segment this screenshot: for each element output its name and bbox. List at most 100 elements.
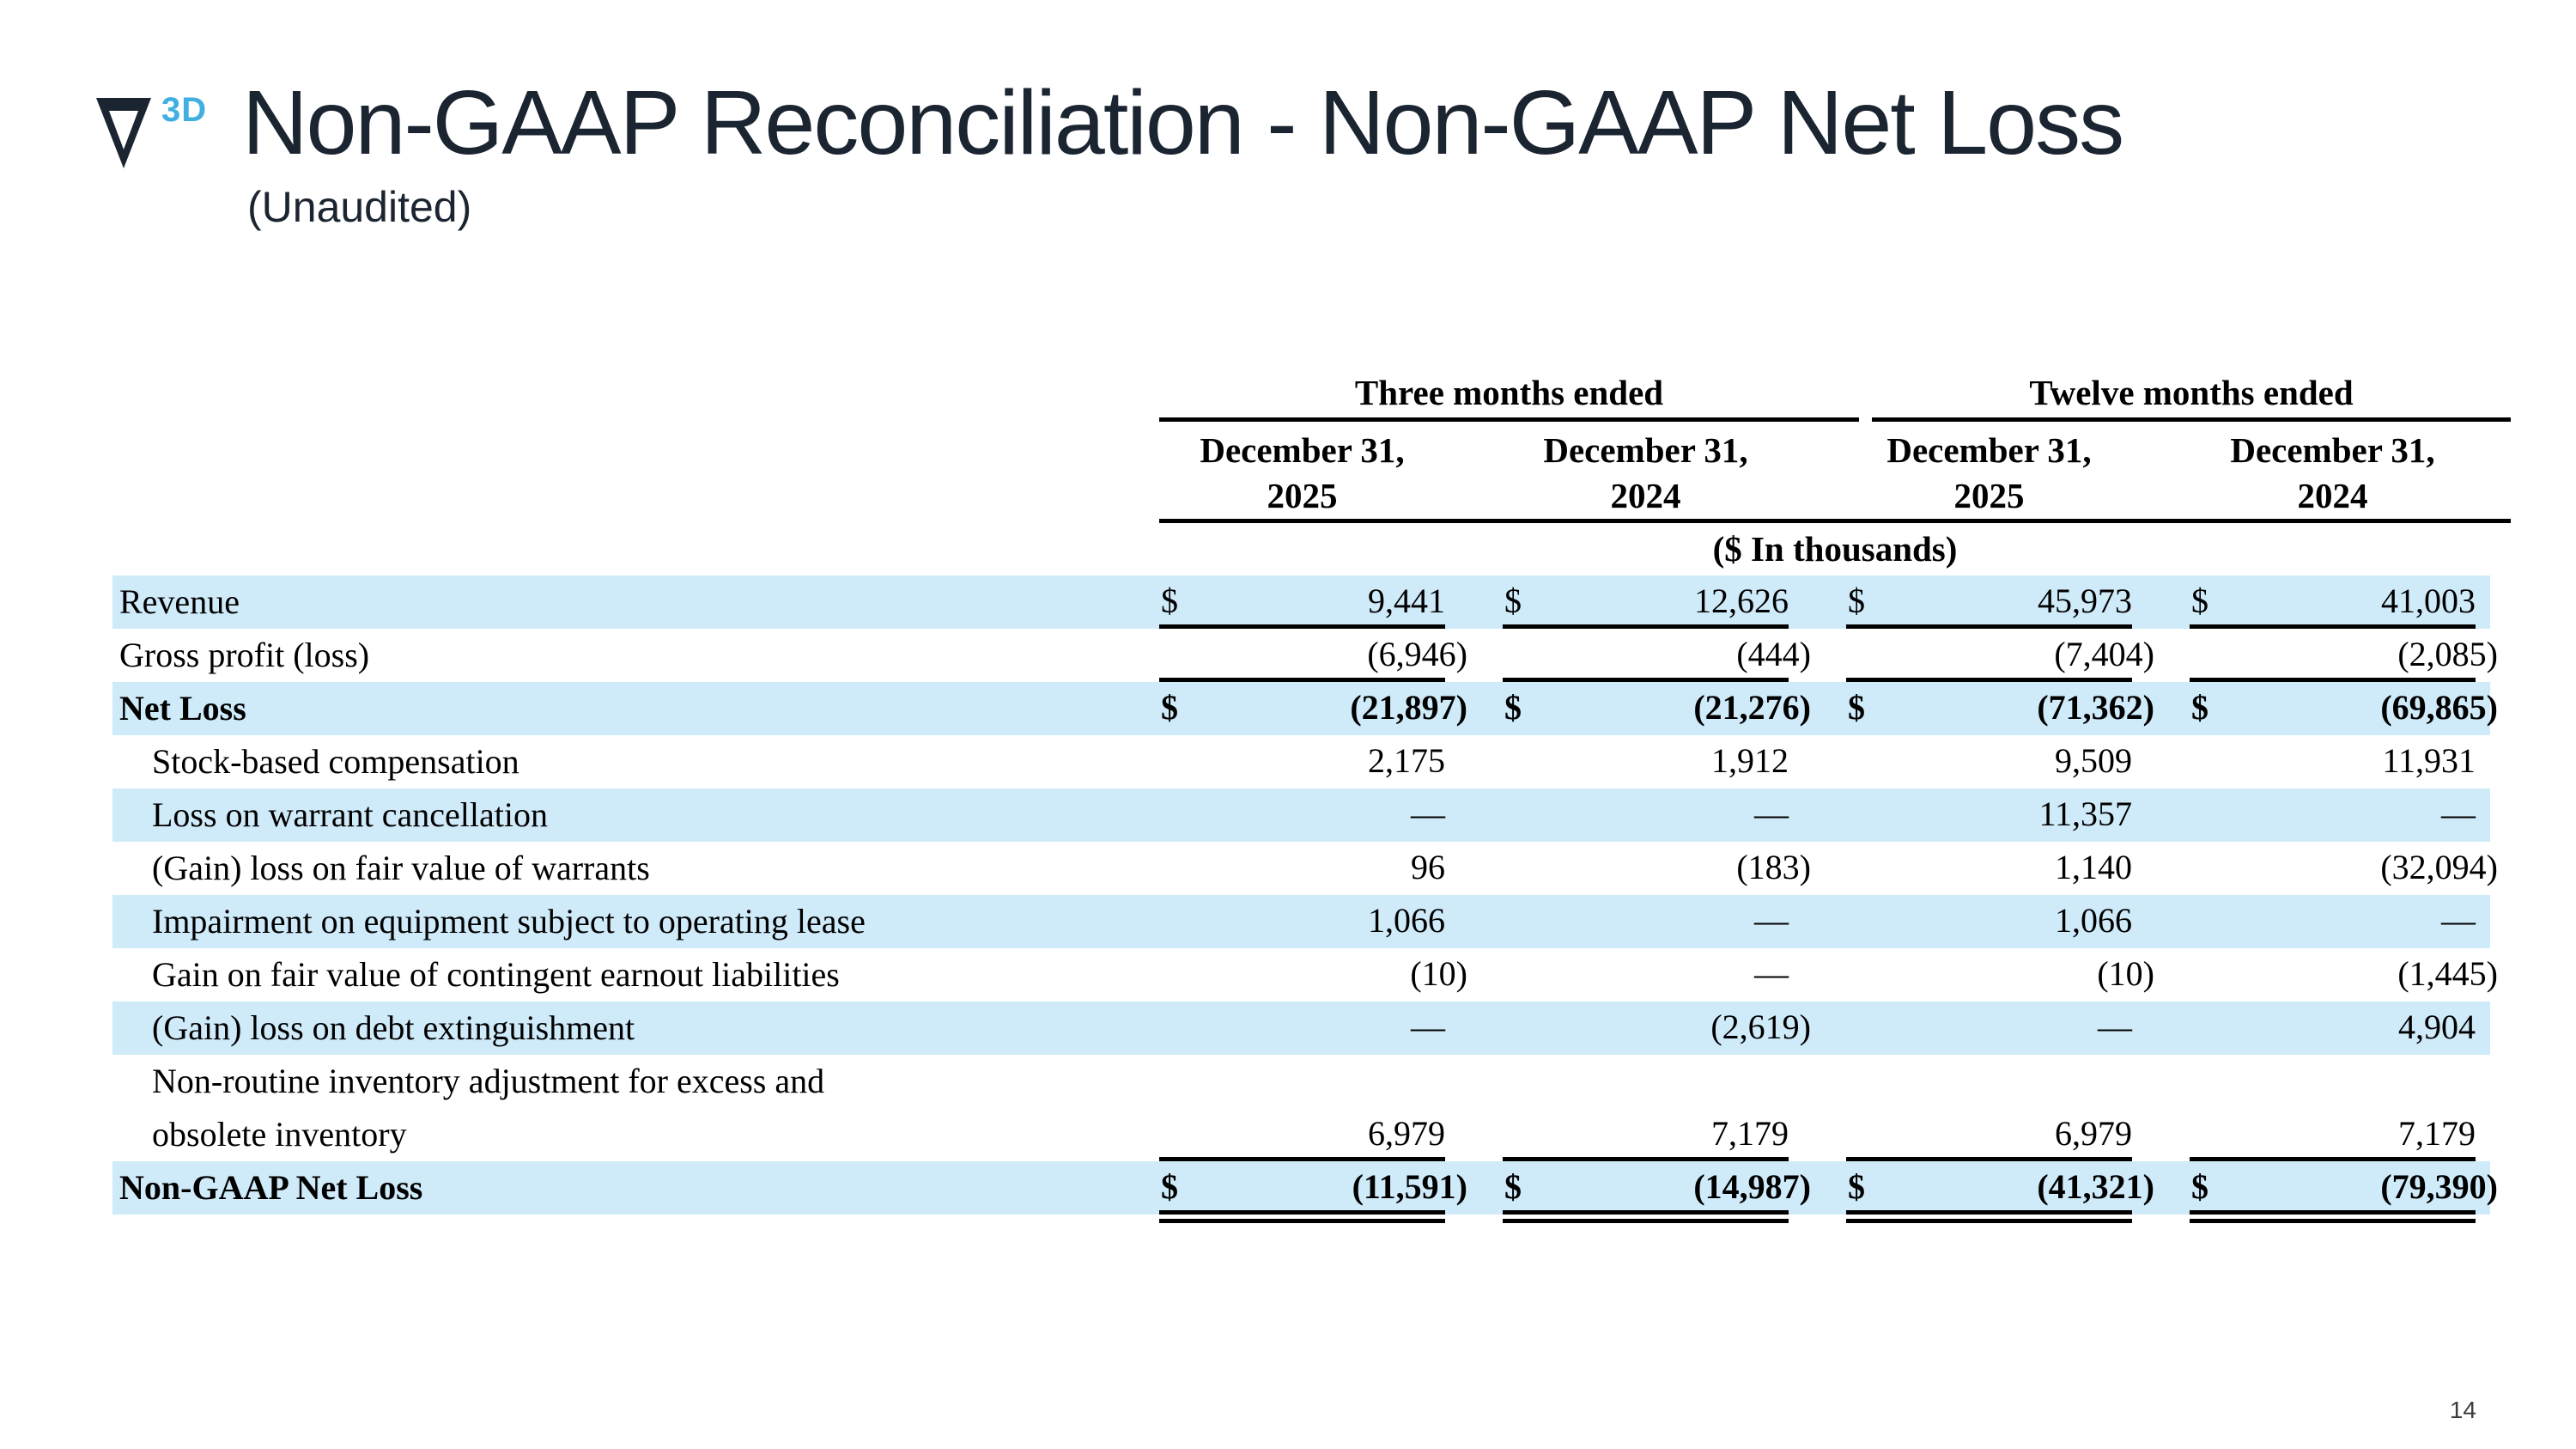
value-cell: 7,179 xyxy=(2132,1055,2490,1161)
column-header: December 31, 2025 xyxy=(1846,428,2132,519)
value-box: $12,626 xyxy=(1503,575,1789,629)
dollar-sign: $ xyxy=(2191,1167,2208,1206)
row-label: Net Loss xyxy=(119,689,246,728)
cell-value: (79,390) xyxy=(2380,1167,2498,1206)
row-label: Impairment on equipment subject to opera… xyxy=(152,902,866,941)
value-cell: $ (71,362) xyxy=(1789,682,2154,735)
value-box: (10) xyxy=(1159,948,1467,1002)
row-label-cell: Gross profit (loss) xyxy=(112,629,1159,682)
table-row: Net Loss $ (21,897) $ (21,276) $ (71,362) $ (69,… xyxy=(112,682,2498,735)
cell-value: 1,066 xyxy=(1368,901,1445,940)
value-cell: $9,441 xyxy=(1159,575,1445,629)
column-header-line1: December 31, xyxy=(1886,430,2092,470)
cell-value: 12,626 xyxy=(1694,581,1789,620)
column-header: December 31, 2024 xyxy=(2190,428,2476,519)
value-cell: (32,094) xyxy=(2132,842,2498,895)
cell-value: — xyxy=(1411,1008,1445,1046)
dollar-sign xyxy=(1159,788,1161,842)
dollar-sign: $ xyxy=(2191,688,2208,727)
value-box: (1,445) xyxy=(2190,948,2498,1002)
value-box: — xyxy=(2190,788,2476,842)
value-cell: 11,357 xyxy=(1789,788,2132,842)
cell-value: 41,003 xyxy=(2381,581,2476,620)
value-box: $ (21,276) xyxy=(1503,682,1811,735)
value-box: (183) xyxy=(1503,842,1811,895)
cell-value: — xyxy=(2441,901,2476,940)
value-cell: (1,445) xyxy=(2132,948,2498,1002)
value-cell: — xyxy=(1445,948,1789,1002)
dollar-sign: $ xyxy=(1504,1167,1522,1206)
cell-value: 96 xyxy=(1411,848,1445,886)
value-cell: (10) xyxy=(1159,948,1467,1002)
dollar-sign: $ xyxy=(1161,1167,1178,1206)
row-label: Loss on warrant cancellation xyxy=(152,795,548,834)
cell-value: 45,973 xyxy=(2038,581,2132,620)
table-row: Impairment on equipment subject to opera… xyxy=(112,895,2490,948)
cell-value: — xyxy=(1754,954,1789,993)
value-box: 2,175 xyxy=(1159,735,1445,788)
value-cell: 7,179 xyxy=(1445,1055,1789,1161)
cell-value: (2,085) xyxy=(2397,635,2498,673)
value-cell: — xyxy=(2132,788,2490,842)
row-label: (Gain) loss on fair value of warrants xyxy=(152,849,650,887)
dollar-sign xyxy=(2190,1002,2191,1055)
value-cell: 6,979 xyxy=(1159,1055,1445,1161)
column-header: December 31, 2024 xyxy=(1503,428,1789,519)
value-cell: — xyxy=(1159,1002,1445,1055)
value-cell: 4,904 xyxy=(2132,1002,2490,1055)
value-cell: (6,946) xyxy=(1159,629,1467,682)
header-rule xyxy=(1159,417,1859,422)
value-box: 7,179 xyxy=(1503,1108,1789,1161)
value-box: $ (79,390) xyxy=(2190,1161,2498,1223)
value-box: $ (21,897) xyxy=(1159,682,1467,735)
nabla-triangle-icon xyxy=(96,98,151,168)
dollar-sign xyxy=(1846,1108,1848,1157)
cell-value: — xyxy=(2441,795,2476,833)
value-box: 11,357 xyxy=(1846,788,2132,842)
page-number: 14 xyxy=(2449,1397,2476,1423)
value-cell: 96 xyxy=(1159,842,1445,895)
dollar-sign xyxy=(1846,735,1848,788)
column-header-line1: December 31, xyxy=(1543,430,1748,470)
value-cell: 11,931 xyxy=(2132,735,2490,788)
cell-value: 6,979 xyxy=(2055,1114,2132,1153)
dollar-sign xyxy=(1159,895,1161,948)
dollar-sign: $ xyxy=(1161,581,1178,620)
row-label-cell: Loss on warrant cancellation xyxy=(112,788,1159,842)
value-box: — xyxy=(1846,1002,2132,1055)
value-box: (6,946) xyxy=(1159,629,1467,682)
value-cell: (10) xyxy=(1789,948,2154,1002)
value-cell: — xyxy=(1159,788,1445,842)
value-cell: (183) xyxy=(1445,842,1811,895)
page-title: Non-GAAP Reconciliation - Non-GAAP Net L… xyxy=(242,72,2124,174)
dollar-sign: $ xyxy=(1848,688,1865,727)
cell-value: — xyxy=(1411,795,1445,833)
value-cell: 1,066 xyxy=(1789,895,2132,948)
value-cell: $45,973 xyxy=(1789,575,2132,629)
dollar-sign: $ xyxy=(2191,581,2208,620)
dollar-sign xyxy=(1503,735,1504,788)
value-cell: 9,509 xyxy=(1789,735,2132,788)
value-cell: 1,140 xyxy=(1789,842,2132,895)
value-cell: $ (11,591) xyxy=(1159,1161,1467,1223)
column-group-header-twelve-months: Twelve months ended xyxy=(2029,373,2354,412)
value-cell: — xyxy=(2132,895,2490,948)
value-box: (7,404) xyxy=(1846,629,2154,682)
dollar-sign: $ xyxy=(1848,1167,1865,1206)
row-label: Gain on fair value of contingent earnout… xyxy=(152,955,840,994)
row-label-cell: Gain on fair value of contingent earnout… xyxy=(112,948,1159,1002)
dollar-sign xyxy=(1159,1108,1161,1157)
dollar-sign xyxy=(2190,1108,2191,1157)
dollar-sign xyxy=(1159,1002,1161,1055)
cell-value: (183) xyxy=(1736,848,1811,886)
header-rule xyxy=(1872,417,2511,422)
table-row: Non-GAAP Net Loss $ (11,591) $ (14,987) $ (41,… xyxy=(112,1161,2498,1223)
row-label-cell: Revenue xyxy=(112,575,1159,629)
value-cell: $ (69,865) xyxy=(2132,682,2498,735)
row-label-cell: Impairment on equipment subject to opera… xyxy=(112,895,1159,948)
value-cell: $ (41,321) xyxy=(1789,1161,2154,1223)
value-cell: (2,619) xyxy=(1445,1002,1811,1055)
cell-value: (69,865) xyxy=(2380,688,2498,727)
dollar-sign xyxy=(2190,735,2191,788)
